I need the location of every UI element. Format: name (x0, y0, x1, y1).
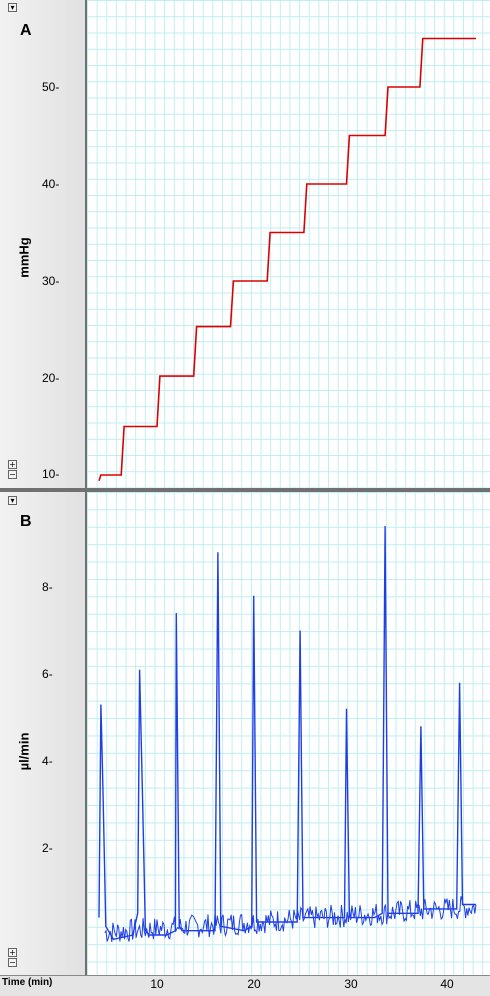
xtick-20: 20 (247, 977, 261, 991)
panel-a-plot-area[interactable] (85, 0, 490, 490)
xtick-40: 40 (440, 977, 454, 991)
panel-a-ytick-50: 50- (42, 80, 60, 94)
panel-b-ytick-8: 8- (42, 580, 53, 594)
pressure-trace-line (98, 37, 476, 482)
flow-trace-line (98, 526, 476, 941)
xtick-30: 30 (344, 977, 358, 991)
panel-a-ytick-30: 30- (42, 274, 60, 288)
panel-a-zoom-out-button[interactable]: − (8, 470, 17, 479)
panel-b-letter: B (20, 513, 32, 530)
xtick-10: 10 (150, 977, 164, 991)
panel-divider[interactable] (0, 488, 490, 492)
panel-b-plot-area[interactable] (85, 492, 490, 975)
panel-b-zoom-out-button[interactable]: − (8, 958, 17, 967)
panel-a-zoom-in-button[interactable]: + (8, 460, 17, 469)
panel-b-ytick-6: 6- (42, 667, 53, 681)
time-axis-bar (0, 975, 490, 996)
panel-b-ytick-4: 4- (42, 754, 53, 768)
panel-a-letter: A (20, 22, 32, 39)
panel-a-ytick-40: 40- (42, 177, 60, 191)
time-axis-label: Time (min) (2, 977, 53, 988)
panel-a-ytick-10: 10- (42, 467, 60, 481)
panel-b-zoom-in-button[interactable]: + (8, 948, 17, 957)
panel-b-collapse-button[interactable]: ▾ (8, 496, 17, 505)
flow-baseline-noise (104, 896, 477, 943)
panel-a-ytick-20: 20- (42, 371, 60, 385)
panel-b-ytick-2: 2- (42, 841, 53, 855)
panel-a-collapse-button[interactable]: ▾ (8, 3, 17, 12)
